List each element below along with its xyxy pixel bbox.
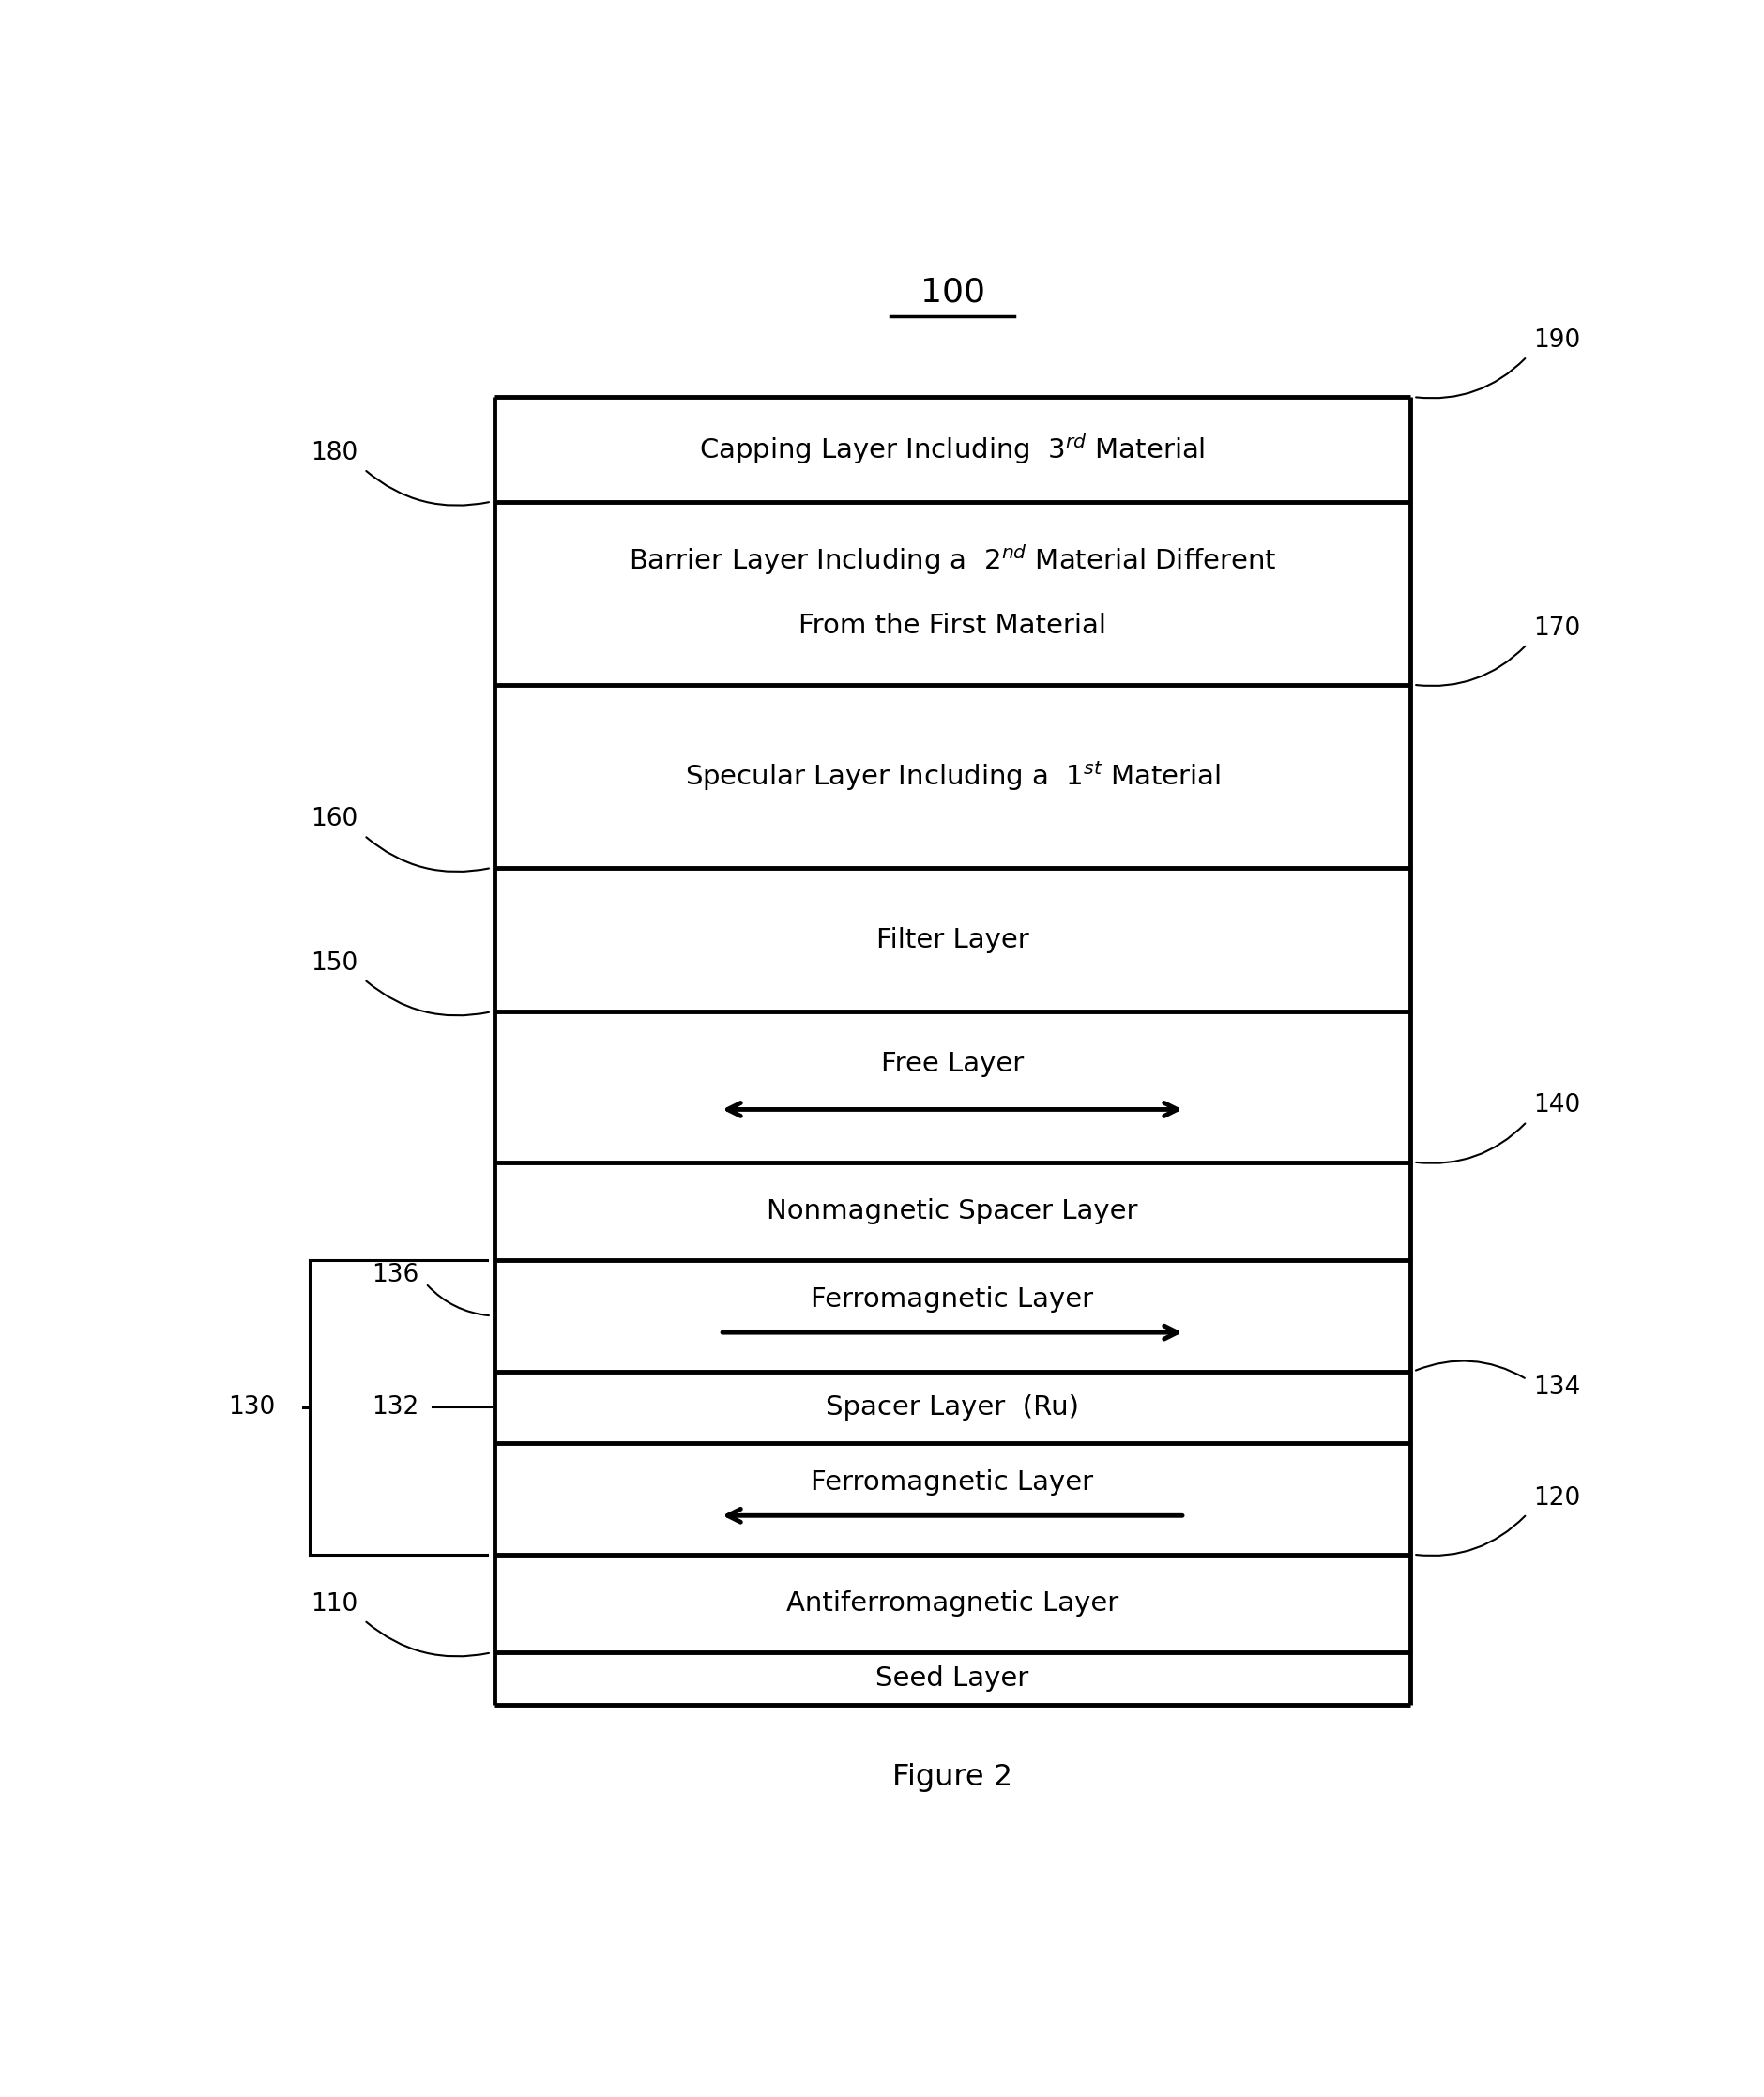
Text: Seed Layer: Seed Layer <box>875 1665 1028 1692</box>
Text: 170: 170 <box>1533 617 1581 640</box>
Text: Spacer Layer  (Ru): Spacer Layer (Ru) <box>826 1395 1078 1420</box>
Text: 180: 180 <box>310 440 356 466</box>
Text: Free Layer: Free Layer <box>880 1051 1023 1078</box>
Text: 160: 160 <box>310 807 356 833</box>
Bar <box>494 1371 1409 1443</box>
Text: Capping Layer Including  3$^{rd}$ Material: Capping Layer Including 3$^{rd}$ Materia… <box>699 432 1205 466</box>
Text: Specular Layer Including a  1$^{st}$ Material: Specular Layer Including a 1$^{st}$ Mate… <box>684 759 1219 793</box>
Bar <box>494 1652 1409 1705</box>
Text: 120: 120 <box>1533 1487 1581 1510</box>
Text: 136: 136 <box>372 1262 418 1288</box>
Bar <box>494 396 1409 501</box>
Text: 140: 140 <box>1533 1093 1581 1118</box>
Text: From the First Material: From the First Material <box>797 612 1106 640</box>
Text: Nonmagnetic Spacer Layer: Nonmagnetic Spacer Layer <box>766 1197 1138 1225</box>
Bar <box>494 1011 1409 1162</box>
Text: Figure 2: Figure 2 <box>893 1764 1013 1793</box>
Bar <box>494 1162 1409 1260</box>
Text: 130: 130 <box>228 1395 275 1420</box>
Text: Ferromagnetic Layer: Ferromagnetic Layer <box>811 1470 1094 1495</box>
Bar <box>494 868 1409 1011</box>
Text: 132: 132 <box>372 1395 418 1420</box>
Text: Antiferromagnetic Layer: Antiferromagnetic Layer <box>785 1590 1118 1617</box>
Bar <box>494 1554 1409 1652</box>
Text: 100: 100 <box>919 277 984 308</box>
Bar <box>494 1260 1409 1371</box>
Bar <box>494 686 1409 868</box>
Bar <box>494 501 1409 686</box>
Text: Barrier Layer Including a  2$^{nd}$ Material Different: Barrier Layer Including a 2$^{nd}$ Mater… <box>628 543 1275 577</box>
Text: 110: 110 <box>310 1592 356 1617</box>
Text: 150: 150 <box>310 952 356 975</box>
Text: Ferromagnetic Layer: Ferromagnetic Layer <box>811 1285 1094 1313</box>
Text: 134: 134 <box>1533 1376 1581 1399</box>
Text: Filter Layer: Filter Layer <box>875 927 1028 952</box>
Text: 190: 190 <box>1533 329 1581 352</box>
Bar <box>494 1443 1409 1554</box>
